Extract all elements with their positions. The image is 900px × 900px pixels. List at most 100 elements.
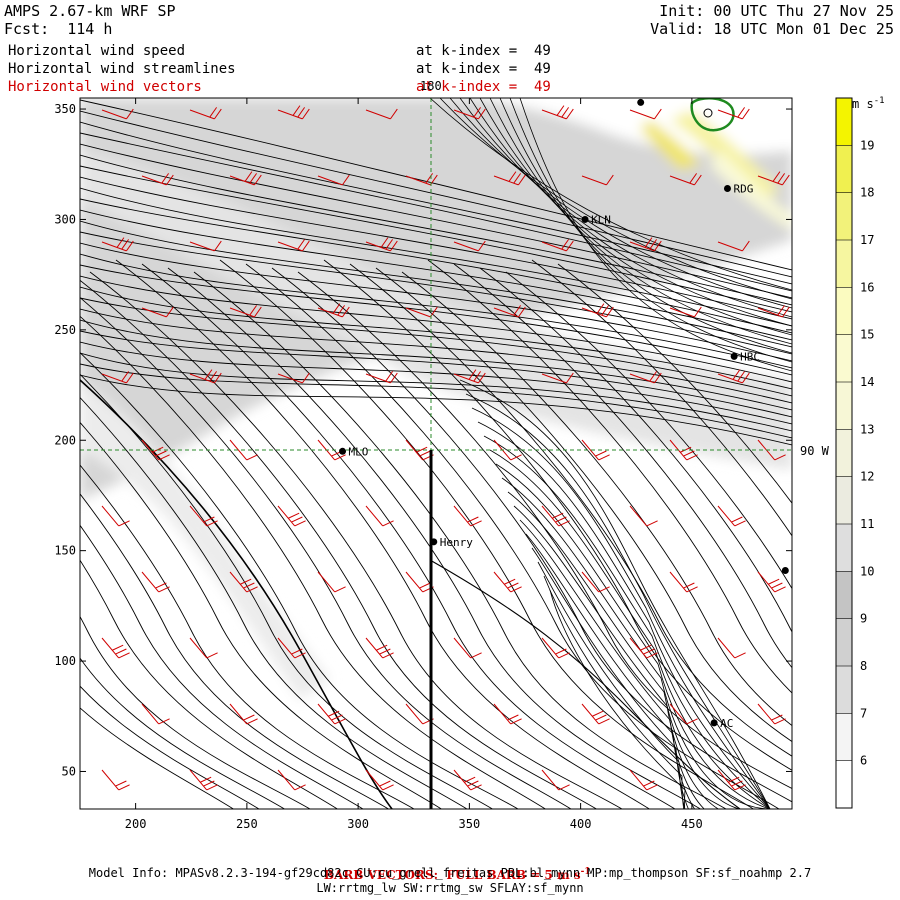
wind-barb bbox=[493, 171, 526, 186]
wind-barb bbox=[101, 637, 130, 659]
wind-barb bbox=[717, 637, 746, 659]
streamline bbox=[80, 373, 494, 809]
field-name-3: Horizontal wind vectors bbox=[8, 79, 202, 95]
wind-barb bbox=[629, 237, 662, 252]
streamline bbox=[80, 330, 792, 418]
streamline bbox=[297, 271, 792, 790]
streamline bbox=[483, 435, 771, 809]
wind-barb bbox=[541, 239, 574, 252]
x-tick-label: 200 bbox=[125, 817, 147, 831]
streamline bbox=[513, 505, 770, 809]
wind-barb bbox=[629, 637, 658, 659]
streamline bbox=[477, 421, 771, 809]
colorbar-bin bbox=[836, 429, 852, 477]
streamline bbox=[80, 559, 339, 809]
streamline bbox=[519, 519, 770, 809]
streamline bbox=[80, 242, 792, 362]
model-title: AMPS 2.67-km WRF SP bbox=[4, 2, 176, 20]
streamline bbox=[80, 143, 792, 299]
forecast-hour: Fcst: 114 h bbox=[4, 20, 113, 38]
streamline bbox=[505, 271, 792, 590]
wind-barb bbox=[101, 371, 134, 384]
streamline bbox=[80, 615, 311, 809]
wind-barb bbox=[629, 371, 662, 384]
wind-barb bbox=[365, 769, 394, 791]
wind-barb bbox=[229, 703, 258, 725]
station-label: HBC bbox=[740, 350, 760, 363]
wind-barb bbox=[581, 703, 610, 725]
streamline bbox=[80, 341, 792, 425]
field-name-2: Horizontal wind streamlines bbox=[8, 61, 236, 77]
field-level-3: at k-index = 49 bbox=[416, 79, 551, 95]
station-marker bbox=[710, 719, 718, 727]
streamline bbox=[429, 98, 792, 291]
streamline bbox=[80, 396, 468, 809]
streamline bbox=[401, 271, 792, 727]
streamline bbox=[80, 110, 792, 278]
streamline bbox=[453, 263, 792, 669]
wind-barb bbox=[581, 303, 614, 318]
barb-note-text: BARB VECTORS: FULL BARB = 5 m s bbox=[323, 868, 581, 882]
streamline bbox=[80, 464, 415, 809]
wind-barb bbox=[101, 505, 130, 527]
wind-barb bbox=[189, 769, 218, 791]
x-tick-label: 400 bbox=[570, 817, 592, 831]
wind-barb bbox=[277, 505, 306, 527]
wind-barb bbox=[453, 369, 486, 384]
wind-barb bbox=[365, 371, 398, 384]
colorbar-tick-label: 14 bbox=[860, 375, 874, 389]
station-label: MLO bbox=[349, 445, 369, 458]
streamline bbox=[525, 533, 770, 809]
model-info-line-2: LW:rrtmg_lw SW:rrtmg_sw SFLAY:sf_mynn bbox=[316, 881, 584, 895]
streamline bbox=[549, 589, 770, 809]
streamline bbox=[80, 657, 286, 809]
field-level-1: at k-index = 49 bbox=[416, 43, 551, 59]
streamline bbox=[80, 99, 792, 271]
wind-barb bbox=[189, 240, 222, 252]
wind-barb bbox=[101, 237, 134, 252]
field-level-2: at k-index = 49 bbox=[416, 61, 551, 77]
station-marker bbox=[723, 185, 731, 193]
streamline bbox=[449, 98, 792, 309]
streamline bbox=[80, 220, 792, 348]
colorbar-bin bbox=[836, 571, 852, 619]
init-time: Init: 00 UTC Thu 27 Nov 25 bbox=[659, 2, 894, 20]
wind-barb bbox=[669, 571, 698, 593]
stations: MLO Henry KLN RDG HBC AC bbox=[339, 98, 789, 730]
colorbar-tick-label: 13 bbox=[860, 422, 874, 436]
wind-barb bbox=[757, 571, 786, 593]
y-tick-label: 200 bbox=[54, 433, 76, 447]
streamline bbox=[427, 259, 792, 694]
wind-barb bbox=[717, 769, 746, 791]
y-axis: 50 100 150 200 250 300 350 bbox=[54, 102, 792, 778]
streamline bbox=[141, 263, 676, 809]
wind-barb bbox=[189, 505, 218, 527]
wind-barb bbox=[317, 174, 350, 186]
colorbar-tick-label: 15 bbox=[860, 328, 874, 342]
wind-barb bbox=[141, 703, 170, 725]
streamline bbox=[501, 477, 771, 809]
colorbar-bin bbox=[836, 476, 852, 524]
streamline bbox=[89, 271, 623, 809]
streamline bbox=[80, 279, 598, 809]
x-axis: 200 250 300 350 400 450 bbox=[125, 98, 703, 831]
colorbar-tick-label: 12 bbox=[860, 470, 874, 484]
streamline bbox=[80, 176, 792, 320]
streamline bbox=[80, 493, 390, 809]
wind-barb bbox=[229, 439, 258, 461]
streamline bbox=[531, 259, 792, 537]
streamline bbox=[80, 209, 792, 341]
streamline bbox=[80, 121, 792, 285]
wind-barb bbox=[541, 637, 570, 659]
streamline bbox=[80, 297, 792, 397]
colorbar-bin bbox=[836, 287, 852, 335]
colorbar-bin bbox=[836, 666, 852, 714]
wind-barb bbox=[541, 505, 570, 527]
wind-barb bbox=[669, 173, 702, 186]
wind-barb bbox=[141, 571, 170, 593]
valid-time: Valid: 18 UTC Mon 01 Dec 25 bbox=[650, 20, 894, 38]
wind-barb bbox=[581, 571, 610, 593]
streamline bbox=[543, 575, 770, 809]
streamline bbox=[537, 561, 770, 809]
